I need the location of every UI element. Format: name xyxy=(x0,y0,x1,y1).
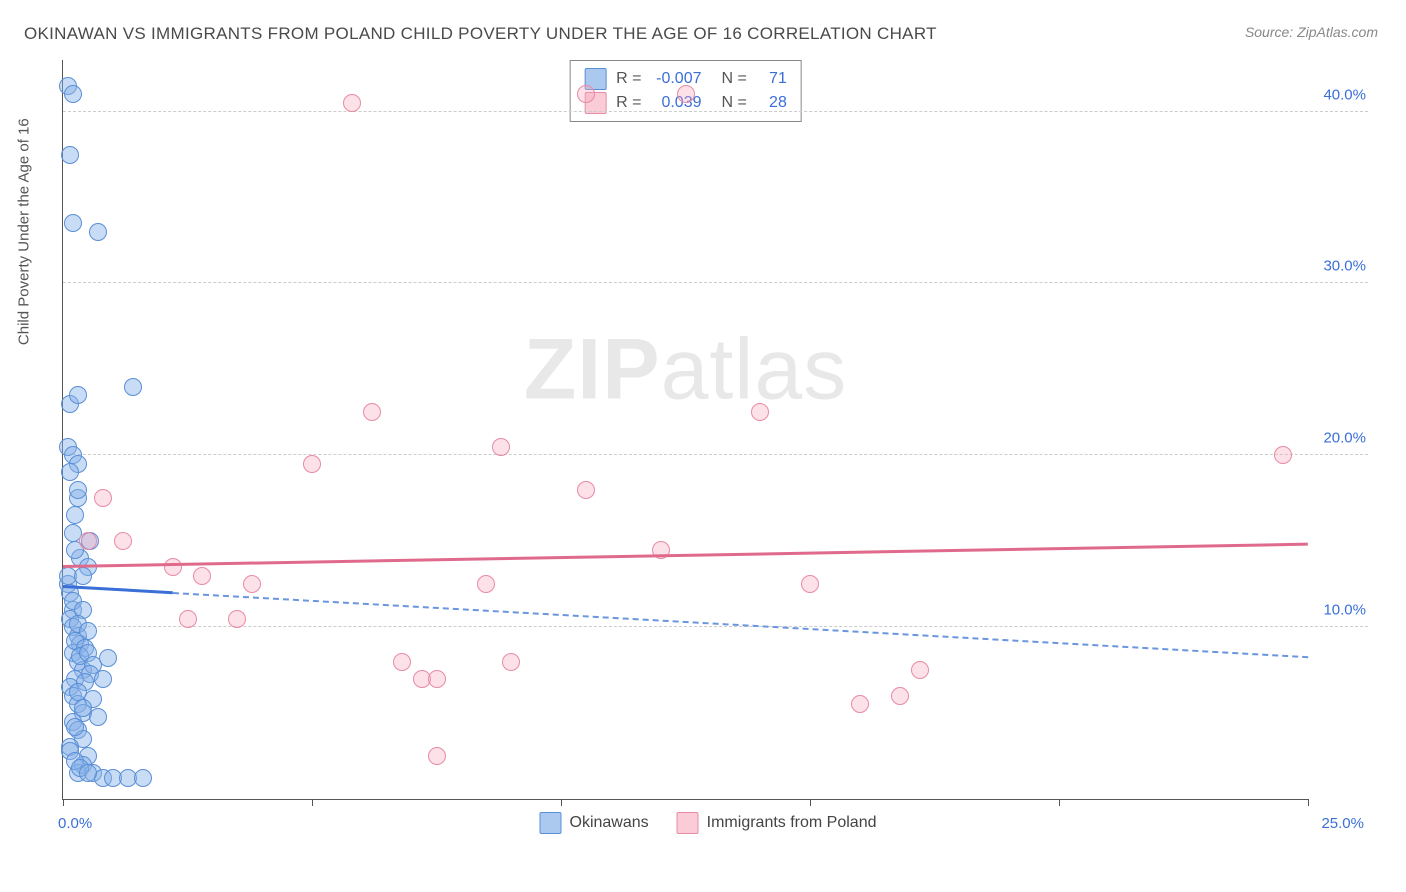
legend-label-blue: Okinawans xyxy=(570,814,649,832)
x-tick xyxy=(1059,799,1060,806)
point-poland xyxy=(428,670,446,688)
point-poland xyxy=(393,653,411,671)
point-okinawan xyxy=(64,214,82,232)
point-poland xyxy=(1274,446,1292,464)
point-poland xyxy=(228,610,246,628)
stat-n-blue: 71 xyxy=(757,70,787,88)
legend-label-pink: Immigrants from Poland xyxy=(707,814,877,832)
point-okinawan xyxy=(124,378,142,396)
point-poland xyxy=(303,455,321,473)
legend-item-pink: Immigrants from Poland xyxy=(677,812,877,834)
point-poland xyxy=(179,610,197,628)
point-poland xyxy=(193,567,211,585)
y-tick-label: 20.0% xyxy=(1323,430,1366,447)
y-axis-label: Child Poverty Under the Age of 16 xyxy=(16,118,33,345)
point-poland xyxy=(577,85,595,103)
point-okinawan xyxy=(64,85,82,103)
point-okinawan xyxy=(99,649,117,667)
x-tick xyxy=(312,799,313,806)
stat-n-label: N = xyxy=(722,70,747,88)
x-tick-label-max: 25.0% xyxy=(1321,815,1364,832)
point-poland xyxy=(577,481,595,499)
point-poland xyxy=(751,403,769,421)
gridline xyxy=(63,282,1368,283)
legend-item-blue: Okinawans xyxy=(540,812,649,834)
point-okinawan xyxy=(94,670,112,688)
point-poland xyxy=(94,489,112,507)
point-poland xyxy=(79,532,97,550)
point-poland xyxy=(502,653,520,671)
point-poland xyxy=(164,558,182,576)
point-poland xyxy=(891,687,909,705)
source-attribution: Source: ZipAtlas.com xyxy=(1245,24,1378,40)
point-okinawan xyxy=(79,764,97,782)
plot-area: ZIPatlas R = -0.007 N = 71 R = 0.039 N =… xyxy=(62,60,1308,800)
gridline xyxy=(63,454,1368,455)
trend-line-blue-dashed xyxy=(172,592,1308,658)
x-tick xyxy=(561,799,562,806)
x-tick xyxy=(63,799,64,806)
stat-r-label-2: R = xyxy=(616,94,641,112)
watermark: ZIPatlas xyxy=(524,321,847,420)
point-poland xyxy=(363,403,381,421)
watermark-rest: atlas xyxy=(661,322,848,418)
point-okinawan xyxy=(69,386,87,404)
point-okinawan xyxy=(89,708,107,726)
y-tick-label: 30.0% xyxy=(1323,258,1366,275)
bottom-legend: Okinawans Immigrants from Poland xyxy=(540,812,877,834)
point-okinawan xyxy=(74,567,92,585)
x-tick xyxy=(1308,799,1309,806)
point-poland xyxy=(477,575,495,593)
stat-r-blue: -0.007 xyxy=(652,70,702,88)
point-poland xyxy=(801,575,819,593)
point-okinawan xyxy=(134,769,152,787)
x-tick-label-min: 0.0% xyxy=(58,815,92,832)
y-tick-label: 40.0% xyxy=(1323,86,1366,103)
legend-swatch-pink-icon xyxy=(677,812,699,834)
point-poland xyxy=(677,85,695,103)
chart-title: OKINAWAN VS IMMIGRANTS FROM POLAND CHILD… xyxy=(24,24,937,44)
stat-n-label-2: N = xyxy=(722,94,747,112)
trend-line-pink xyxy=(63,542,1308,567)
point-okinawan xyxy=(69,481,87,499)
point-poland xyxy=(114,532,132,550)
point-poland xyxy=(911,661,929,679)
point-okinawan xyxy=(61,146,79,164)
point-okinawan xyxy=(61,463,79,481)
watermark-bold: ZIP xyxy=(524,322,661,418)
stat-n-pink: 28 xyxy=(757,94,787,112)
chart-container: Child Poverty Under the Age of 16 ZIPatl… xyxy=(48,60,1368,840)
point-poland xyxy=(343,94,361,112)
point-poland xyxy=(428,747,446,765)
x-tick xyxy=(810,799,811,806)
point-poland xyxy=(243,575,261,593)
legend-swatch-blue-icon xyxy=(540,812,562,834)
gridline xyxy=(63,626,1368,627)
point-okinawan xyxy=(66,718,84,736)
point-okinawan xyxy=(66,506,84,524)
stat-r-label: R = xyxy=(616,70,641,88)
point-poland xyxy=(851,695,869,713)
point-poland xyxy=(492,438,510,456)
y-tick-label: 10.0% xyxy=(1323,602,1366,619)
point-okinawan xyxy=(89,223,107,241)
gridline xyxy=(63,111,1368,112)
